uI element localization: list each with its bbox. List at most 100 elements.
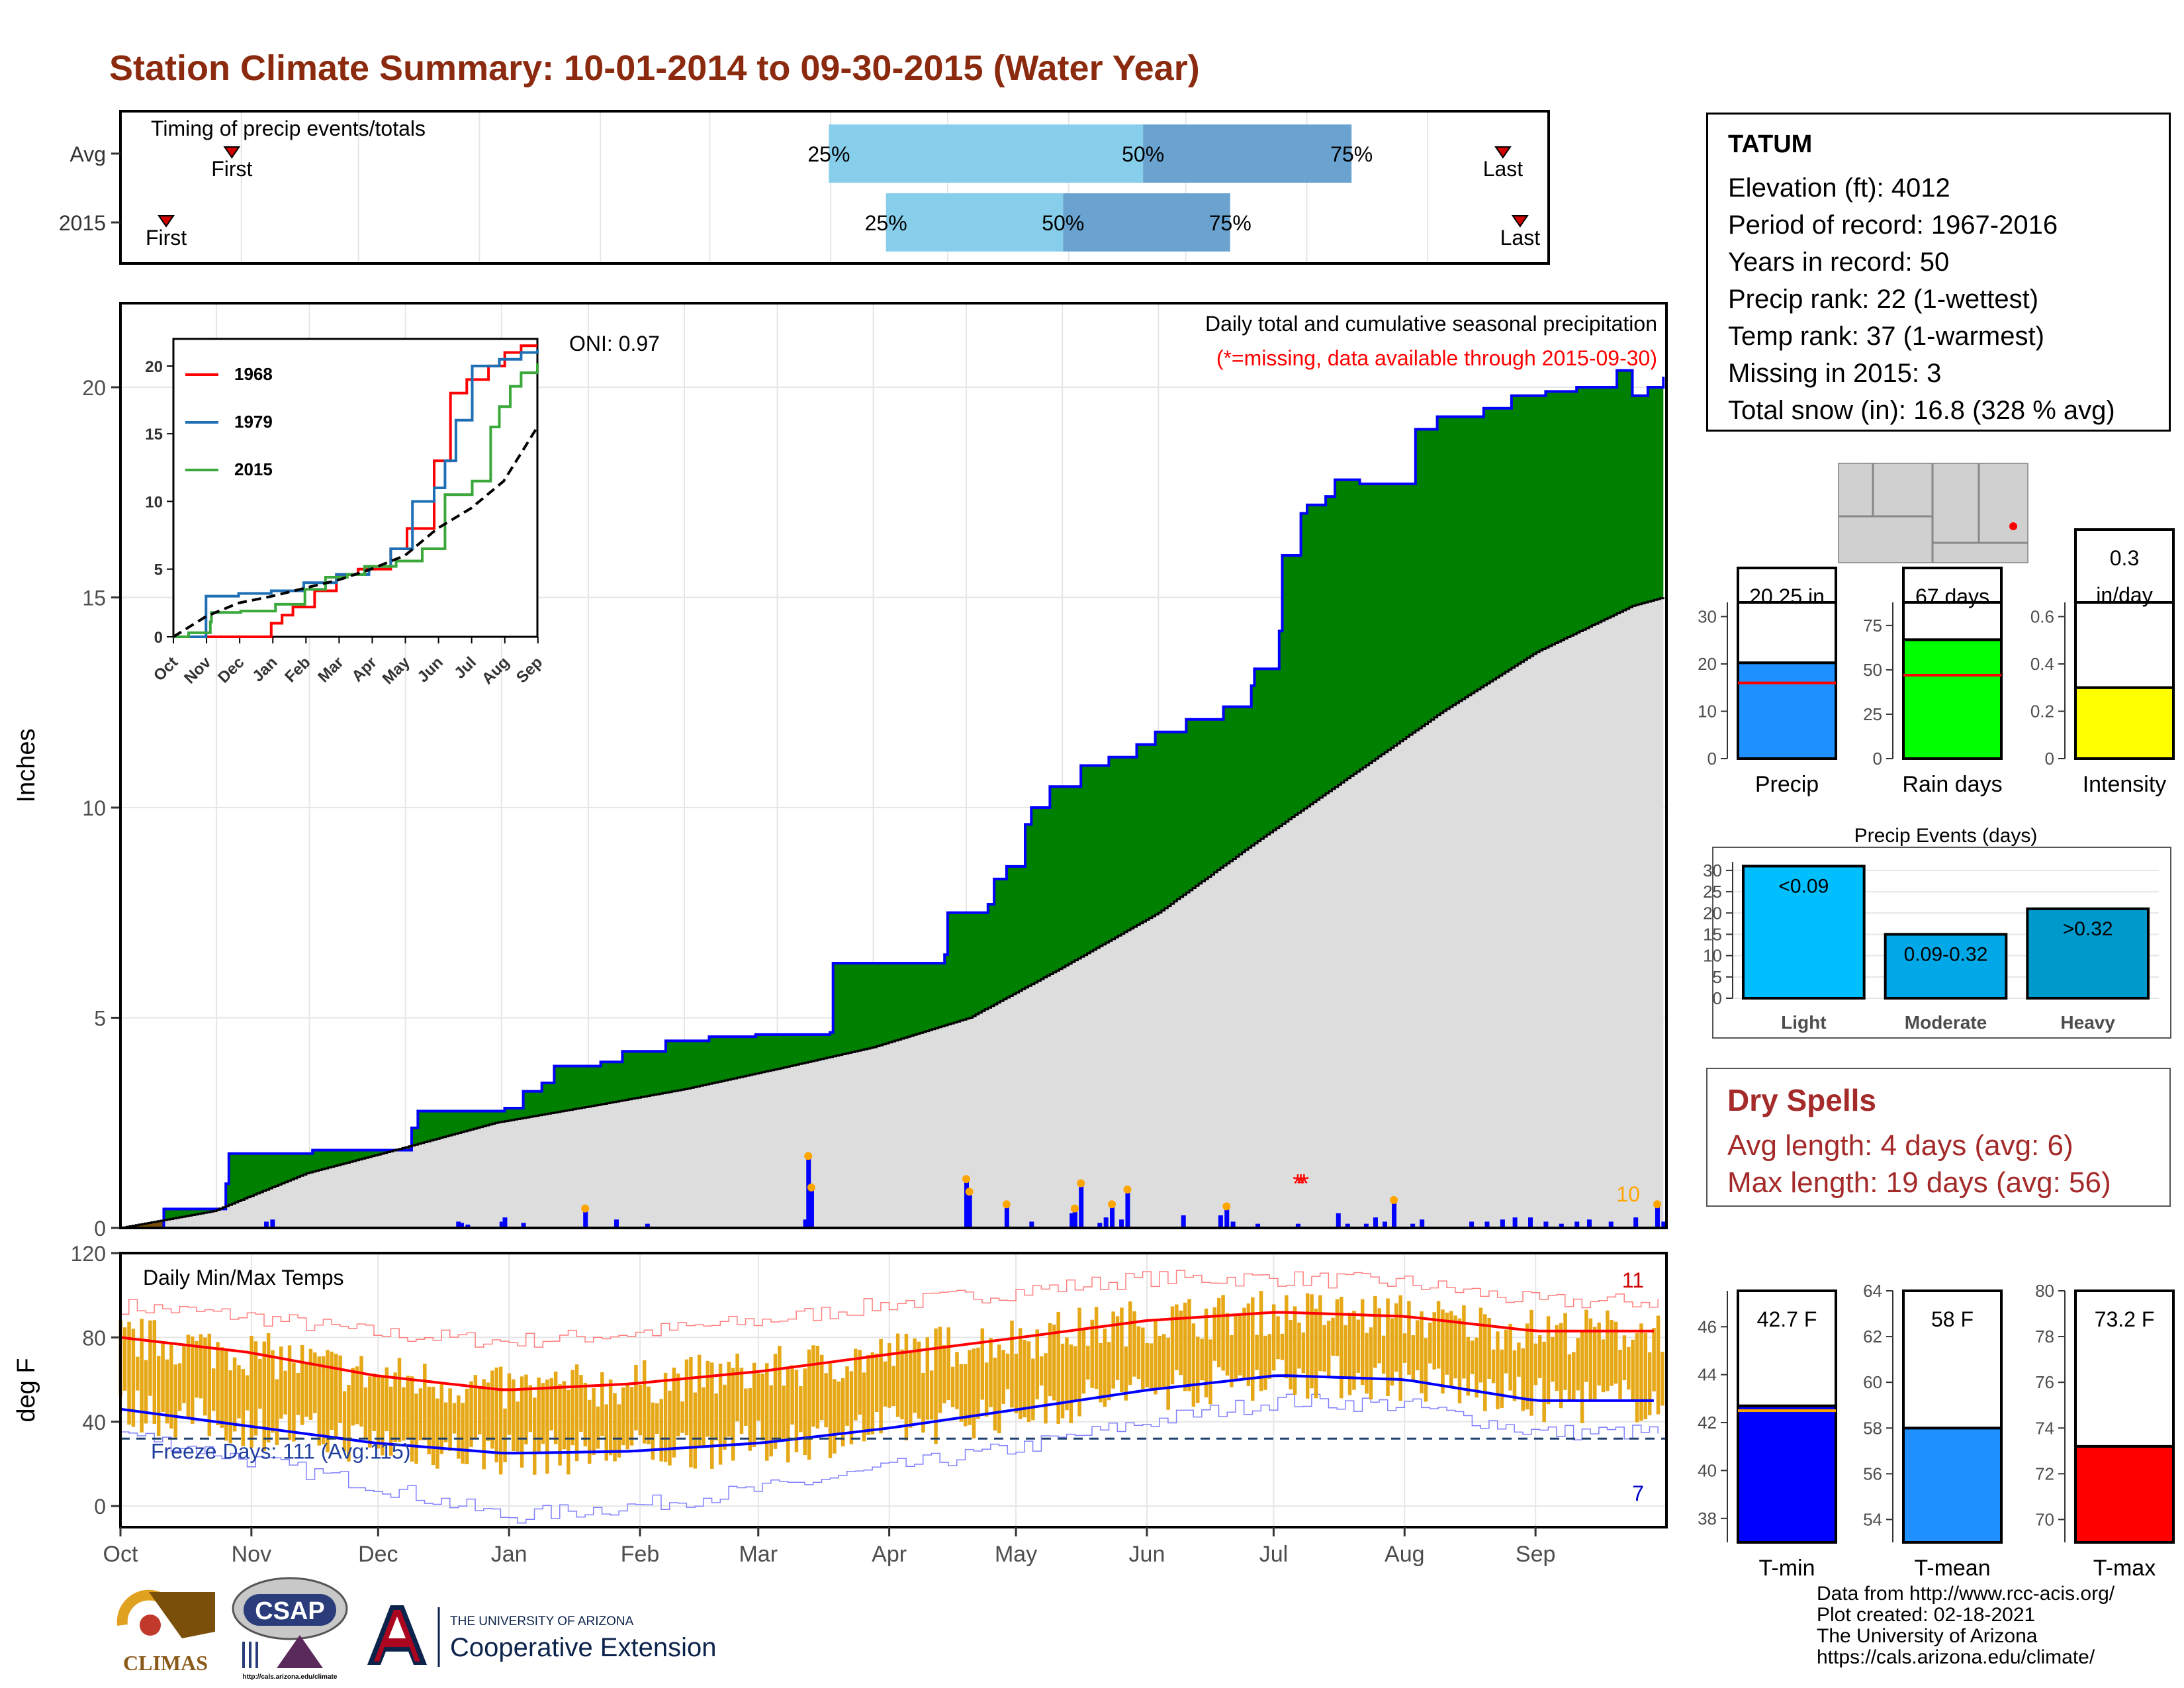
daily-temp-bar [486, 1382, 490, 1441]
mini-ytick-label: 62 [1863, 1327, 1882, 1346]
daily-temp-bar [870, 1352, 875, 1434]
tmean-headroom [1902, 1289, 2003, 1430]
daily-temp-bar [457, 1395, 461, 1459]
dry-spells-avg: Avg length: 4 days (avg: 6) [1727, 1129, 2073, 1162]
daily-temp-bar [1340, 1296, 1343, 1399]
daily-temp-bar [1546, 1316, 1551, 1405]
station-missing: Missing in 2015: 3 [1728, 359, 1942, 388]
rain_days-value-box [1902, 567, 2003, 604]
daily-precip-bar [1224, 1209, 1230, 1228]
daily-temp-bar [1381, 1335, 1386, 1374]
daily-temp-bar [1533, 1343, 1538, 1385]
daily-precip-bar [1004, 1207, 1009, 1228]
daily-temp-bar [490, 1370, 494, 1449]
climas-logo[interactable]: CLIMAS [109, 1579, 222, 1678]
daily-temp-bar [659, 1399, 663, 1462]
inset-panel [172, 338, 539, 638]
daily-temp-bar [1661, 1351, 1664, 1406]
daily-temp-bar [1517, 1342, 1521, 1377]
precip-events-bar-label: >0.32 [2063, 918, 2113, 940]
station-elevation: Elevation (ft): 4012 [1728, 173, 1950, 203]
daily-temp-bar [363, 1387, 368, 1439]
daily-temp-bar [1010, 1321, 1014, 1408]
tmax-value-label: 73.2 F [2095, 1307, 2155, 1331]
daily-temp-bar [173, 1364, 177, 1438]
daily-temp-bar [359, 1356, 363, 1427]
daily-temp-bar [803, 1368, 807, 1456]
daily-precip-bar [1373, 1217, 1378, 1228]
precip-ytick-label: 10 [82, 796, 106, 820]
inset-legend-label: 2015 [234, 459, 273, 479]
daily-temp-bar [705, 1360, 710, 1437]
daily-temp-bar [1538, 1335, 1542, 1378]
daily-temp-bar [351, 1368, 355, 1426]
temp-ytick-label: 120 [71, 1242, 106, 1266]
daily-temp-bar [232, 1357, 237, 1432]
daily-temp-bar [1322, 1325, 1327, 1372]
daily-temp-bar [1457, 1318, 1462, 1404]
timing-box-lower [829, 124, 1144, 183]
precip_total-value-label: 20.25 in [1749, 585, 1825, 608]
month-label: Mar [739, 1542, 778, 1567]
daily-temp-bar [1500, 1349, 1504, 1408]
daily-temp-bar [199, 1334, 203, 1399]
csap-logo[interactable]: CSAP http://cals.arizona.edu/climate [230, 1575, 349, 1681]
daily-temp-bar [1551, 1336, 1555, 1382]
daily-temp-bar [1200, 1338, 1204, 1381]
extreme-precip-marker [1222, 1202, 1231, 1211]
daily-temp-bar [824, 1373, 828, 1428]
ua-cooperative-extension-logo[interactable]: THE UNIVERSITY OF ARIZONA Cooperative Ex… [361, 1602, 758, 1675]
daily-temp-bar [1559, 1323, 1563, 1409]
daily-temp-bar [1234, 1316, 1238, 1380]
daily-temp-bar [469, 1381, 473, 1447]
daily-temp-bar [326, 1350, 330, 1452]
daily-temp-bar [1191, 1323, 1196, 1407]
daily-precip-bar [964, 1182, 970, 1228]
daily-temp-bar [1161, 1334, 1166, 1387]
inset-ytick-label: 0 [154, 629, 163, 647]
daily-precip-bar [1110, 1207, 1115, 1228]
daily-temp-bar [1601, 1339, 1606, 1393]
daily-temp-bar [465, 1388, 469, 1464]
daily-temp-bar [520, 1376, 524, 1468]
daily-temp-bar [136, 1356, 140, 1391]
daily-temp-bar [782, 1385, 786, 1442]
daily-temp-bar [1318, 1295, 1322, 1372]
daily-temp-bar [833, 1379, 837, 1454]
daily-temp-bar [1111, 1311, 1115, 1389]
tmean-title: T-mean [1914, 1556, 1990, 1581]
daily-temp-bar [372, 1374, 376, 1432]
temp-ytick-label: 0 [94, 1495, 106, 1519]
first-event-label: First [146, 226, 187, 250]
daily-temp-bar [697, 1354, 702, 1448]
daily-temp-bar [993, 1357, 997, 1431]
daily-temp-bar [621, 1387, 625, 1446]
daily-temp-bar [1647, 1352, 1652, 1416]
daily-precip-bar [806, 1158, 811, 1228]
timing-q25-label: 25% [807, 142, 850, 166]
daily-precip-bar [1410, 1223, 1416, 1228]
daily-temp-bar [1436, 1301, 1441, 1369]
daily-temp-bar [1099, 1342, 1103, 1403]
daily-temp-bar [245, 1375, 250, 1411]
daily-temp-bar [997, 1344, 1001, 1434]
timing-q25-label: 25% [865, 211, 907, 235]
daily-temp-bar [1212, 1307, 1217, 1361]
daily-temp-bar [874, 1353, 879, 1413]
month-label: Oct [103, 1542, 138, 1567]
precip-events-title: Precip Events (days) [1854, 825, 2038, 847]
daily-temp-bar [583, 1382, 588, 1446]
daily-temp-bar [587, 1399, 592, 1464]
record-min-line [120, 1393, 1659, 1524]
daily-temp-bar [250, 1335, 253, 1448]
timing-panel-frame [119, 110, 1550, 265]
daily-temp-bar [1081, 1328, 1086, 1394]
daily-temp-bar [558, 1384, 562, 1466]
daily-temp-bar [452, 1403, 457, 1434]
month-label: May [995, 1542, 1037, 1567]
daily-temp-bar [1065, 1337, 1069, 1411]
daily-temp-bar [1572, 1352, 1576, 1402]
daily-temp-bar [684, 1359, 689, 1436]
daily-temp-bar [1470, 1340, 1475, 1374]
tmean-value-label: 58 F [1931, 1307, 1974, 1331]
